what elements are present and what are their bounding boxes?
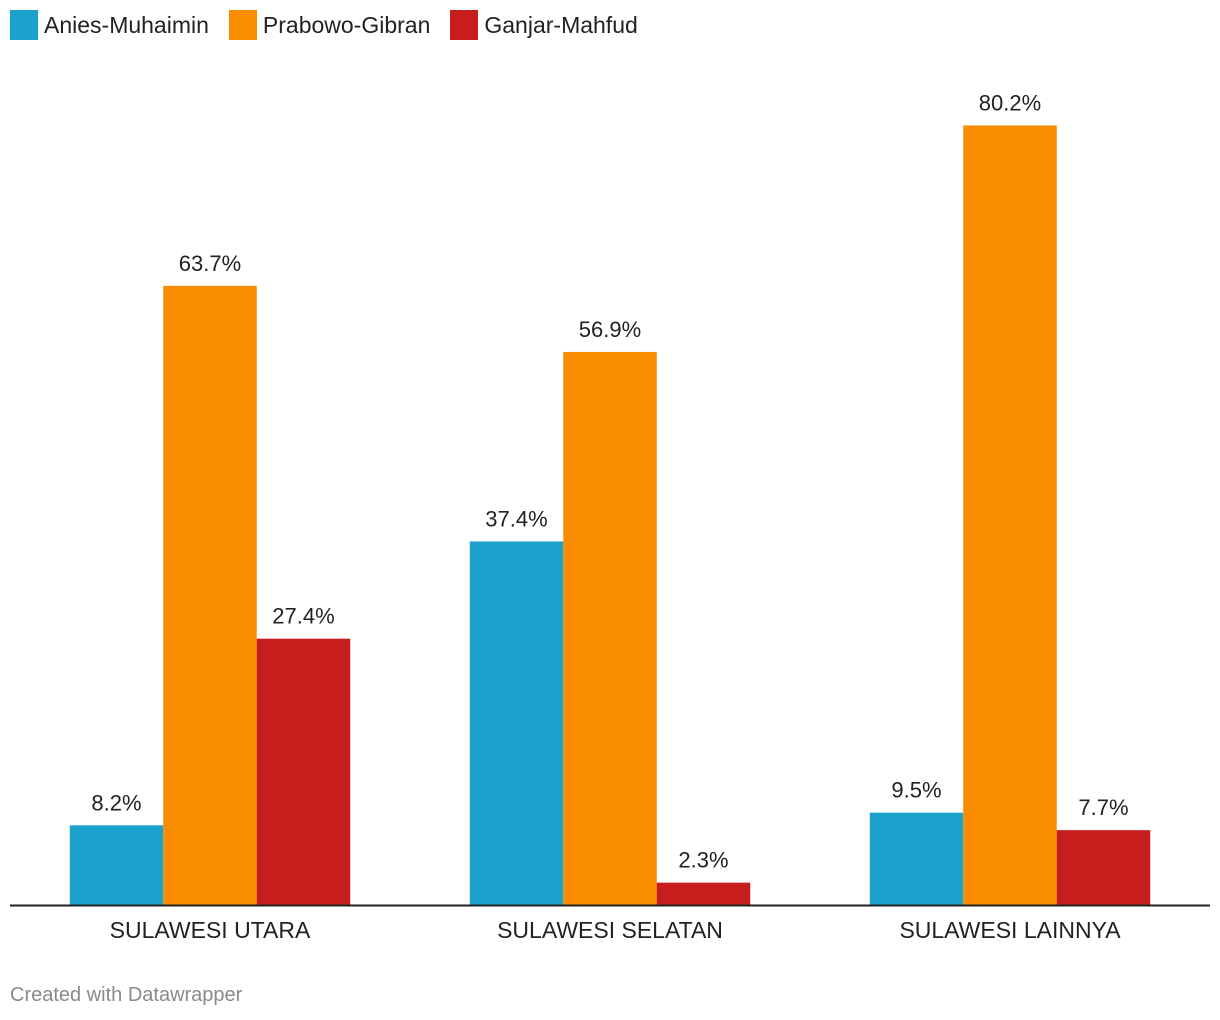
bar-sulawesi-utara-prabowo-gibran [163,285,257,905]
data-label-sulawesi-utara-ganjar-mahfud: 27.4% [272,604,334,629]
legend-item-prabowo-gibran: Prabowo-Gibran [228,10,431,40]
legend-label-ganjar-mahfud: Ganjar-Mahfud [484,11,638,38]
legend-swatch-anies-muhaimin [10,10,38,40]
category-label-sulawesi-utara: SULAWESI UTARA [110,917,311,943]
bar-sulawesi-lainnya-prabowo-gibran [963,125,1057,906]
category-label-sulawesi-selatan: SULAWESI SELATAN [497,917,723,943]
legend-item-ganjar-mahfud: Ganjar-Mahfud [450,10,638,40]
chart-legend: Anies-Muhaimin Prabowo-Gibran Ganjar-Mah… [10,10,658,40]
data-label-sulawesi-lainnya-prabowo-gibran: 80.2% [979,90,1041,115]
data-label-sulawesi-selatan-ganjar-mahfud: 2.3% [678,848,728,873]
legend-label-prabowo-gibran: Prabowo-Gibran [262,11,431,38]
legend-item-anies-muhaimin: Anies-Muhaimin [10,10,209,40]
data-label-sulawesi-utara-prabowo-gibran: 63.7% [179,251,241,276]
bar-sulawesi-utara-anies-muhaimin [69,825,164,905]
data-label-sulawesi-lainnya-anies-muhaimin: 9.5% [891,778,941,803]
data-label-sulawesi-lainnya-ganjar-mahfud: 7.7% [1078,795,1128,820]
data-label-sulawesi-utara-anies-muhaimin: 8.2% [91,790,141,815]
bar-sulawesi-lainnya-anies-muhaimin [869,812,964,905]
data-label-sulawesi-selatan-anies-muhaimin: 37.4% [485,506,547,531]
footer-credit: Created with Datawrapper [10,984,243,1006]
bar-sulawesi-selatan-prabowo-gibran [563,351,657,905]
category-label-sulawesi-lainnya: SULAWESI LAINNYA [899,917,1121,943]
bar-sulawesi-lainnya-ganjar-mahfud [1056,830,1151,905]
legend-swatch-ganjar-mahfud [450,10,479,40]
bar-sulawesi-utara-ganjar-mahfud [256,638,351,905]
legend-swatch-prabowo-gibran [228,10,257,40]
legend-label-anies-muhaimin: Anies-Muhaimin [44,11,209,38]
data-label-sulawesi-selatan-prabowo-gibran: 56.9% [579,317,641,342]
bar-sulawesi-selatan-anies-muhaimin [469,541,564,905]
bar-chart: 8.2% 63.7% 27.4% SULAWESI UTARA 37.4% 56.9% 2.… [10,90,1210,943]
bar-sulawesi-selatan-ganjar-mahfud [656,882,751,905]
